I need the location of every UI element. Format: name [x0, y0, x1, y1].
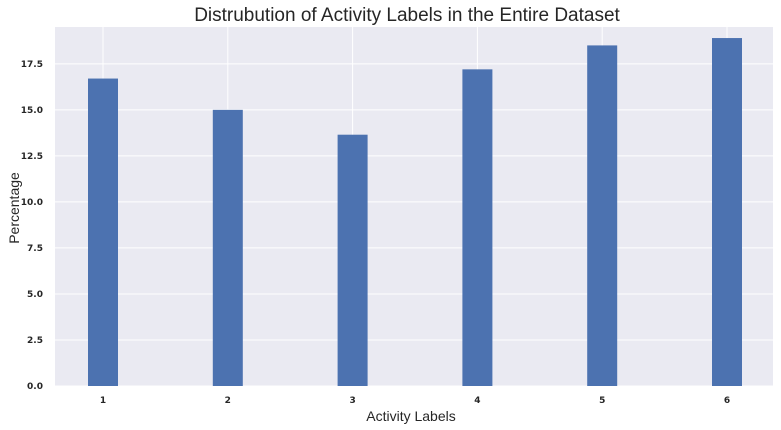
- x-tick-label: 5: [599, 396, 605, 406]
- chart-title: Distrubution of Activity Labels in the E…: [194, 5, 620, 26]
- bars: [88, 38, 742, 387]
- bar-5: [587, 45, 618, 387]
- x-tick-label: 4: [474, 396, 480, 406]
- bar-6: [712, 38, 742, 387]
- x-tick-label: 2: [225, 396, 231, 406]
- bar-4: [462, 69, 493, 386]
- x-tick-label: 3: [349, 396, 355, 406]
- bar-1: [88, 78, 118, 387]
- y-tick-label: 17.5: [21, 60, 43, 70]
- x-tick-label: 6: [724, 396, 730, 406]
- y-tick-label: 12.5: [21, 152, 43, 162]
- plot-area: [55, 27, 773, 386]
- y-tick-label: 10.0: [21, 198, 43, 208]
- y-tick-label: 15.0: [21, 106, 43, 116]
- y-tick-label: 7.5: [27, 244, 43, 254]
- y-tick-label: 2.5: [27, 336, 43, 346]
- bar-2: [212, 109, 243, 386]
- y-axis-label: Percentage: [6, 172, 22, 244]
- x-tick-label: 1: [100, 396, 106, 406]
- y-axis-ticks: 0.0 2.5 5.0 7.5 10.0 12.5 15.0 17.5: [21, 60, 43, 392]
- x-axis-label: Activity Labels: [366, 408, 455, 424]
- x-axis-ticks: 1 2 3 4 5 6: [100, 396, 730, 406]
- bar-3: [337, 134, 368, 386]
- y-tick-label: 5.0: [27, 290, 43, 300]
- y-tick-label: 0.0: [27, 382, 43, 392]
